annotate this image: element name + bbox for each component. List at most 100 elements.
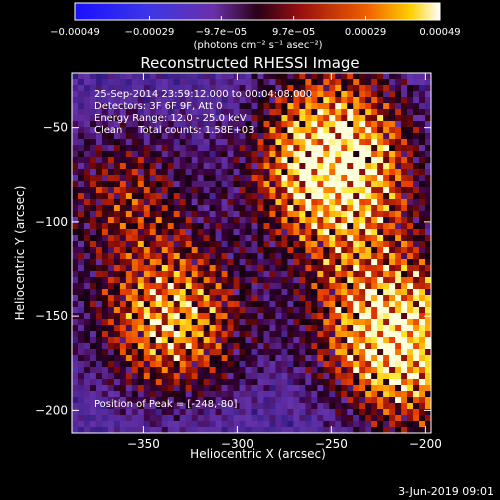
heatmap-cell [131, 403, 139, 410]
heatmap-cell [293, 373, 300, 380]
heatmap-cell [185, 301, 193, 308]
heatmap-cell [173, 235, 181, 242]
heatmap-cell [365, 127, 372, 134]
heatmap-cell [209, 343, 217, 350]
heatmap-cell [425, 223, 431, 230]
heatmap-cell [419, 355, 426, 362]
heatmap-cell [245, 313, 253, 320]
heatmap-cell [251, 343, 259, 350]
heatmap-cell [77, 229, 85, 236]
heatmap-cell [287, 73, 294, 80]
heatmap-cell [383, 133, 390, 140]
heatmap-cell [161, 73, 169, 80]
heatmap-cell [335, 397, 342, 404]
heatmap-cell [167, 319, 175, 326]
heatmap-cell [209, 139, 217, 146]
heatmap-cell [323, 337, 330, 344]
heatmap-cell [101, 175, 109, 182]
heatmap-cell [173, 241, 181, 248]
heatmap-cell [383, 409, 390, 416]
heatmap-cell [101, 139, 109, 146]
heatmap-cell [107, 73, 115, 80]
heatmap-cell [299, 235, 306, 242]
heatmap-cell [221, 301, 229, 308]
heatmap-cell [305, 409, 312, 416]
heatmap-cell [101, 181, 109, 188]
heatmap-cell [413, 211, 420, 218]
heatmap-cell [365, 373, 372, 380]
heatmap-cell [83, 145, 91, 152]
heatmap-cell [72, 235, 79, 242]
heatmap-cell [365, 187, 372, 194]
heatmap-cell [401, 283, 408, 290]
heatmap-cell [245, 295, 253, 302]
heatmap-cell [191, 307, 199, 314]
heatmap-cell [239, 427, 247, 433]
heatmap-cell [95, 295, 103, 302]
heatmap-cell [395, 199, 402, 206]
heatmap-cell [149, 121, 157, 128]
heatmap-cell [293, 301, 300, 308]
heatmap-cell [257, 229, 265, 236]
heatmap-cell [113, 73, 121, 80]
heatmap-cell [419, 241, 426, 248]
heatmap-cell [185, 271, 193, 278]
heatmap-cell [197, 337, 205, 344]
heatmap-cell [377, 151, 384, 158]
heatmap-cell [395, 133, 402, 140]
heatmap-cell [293, 139, 300, 146]
heatmap-cell [395, 97, 402, 104]
heatmap-cell [89, 229, 97, 236]
heatmap-cell [221, 367, 229, 374]
heatmap-cell [293, 241, 300, 248]
heatmap-cell [251, 199, 259, 206]
heatmap-cell [311, 319, 318, 326]
heatmap-cell [89, 169, 97, 176]
heatmap-cell [347, 97, 354, 104]
heatmap-cell [77, 187, 85, 194]
heatmap-cell [371, 151, 378, 158]
heatmap-cell [263, 241, 271, 248]
heatmap-cell [155, 253, 163, 260]
heatmap-cell [377, 391, 384, 398]
heatmap-cell [407, 415, 414, 422]
heatmap-cell [251, 205, 259, 212]
heatmap-cell [173, 79, 181, 86]
heatmap-cell [245, 145, 253, 152]
heatmap-cell [257, 79, 265, 86]
heatmap-cell [113, 97, 121, 104]
heatmap-cell [407, 259, 414, 266]
heatmap-cell [119, 157, 127, 164]
heatmap-cell [389, 181, 396, 188]
heatmap-cell [317, 415, 324, 422]
heatmap-cell [419, 223, 426, 230]
heatmap-cell [95, 277, 103, 284]
heatmap-cell [173, 289, 181, 296]
heatmap-cell [125, 133, 133, 140]
heatmap-cell [329, 427, 336, 433]
heatmap-cell [95, 151, 103, 158]
heatmap-cell [203, 127, 211, 134]
heatmap-cell [143, 379, 151, 386]
heatmap-cell [143, 223, 151, 230]
heatmap-cell [107, 79, 115, 86]
heatmap-cell [161, 403, 169, 410]
heatmap-cell [347, 391, 354, 398]
heatmap-cell [263, 193, 271, 200]
heatmap-cell [143, 277, 151, 284]
heatmap-cell [365, 181, 372, 188]
heatmap-cell [191, 415, 199, 422]
heatmap-cell [281, 367, 288, 374]
heatmap-cell [341, 385, 348, 392]
heatmap-cell [125, 211, 133, 218]
heatmap-cell [371, 247, 378, 254]
heatmap-cell [257, 331, 265, 338]
heatmap-cell [203, 289, 211, 296]
heatmap-cell [371, 295, 378, 302]
heatmap-cell [125, 427, 133, 433]
heatmap-cell [119, 391, 127, 398]
heatmap-cell [377, 313, 384, 320]
heatmap-cell [125, 391, 133, 398]
heatmap-cell [293, 427, 300, 433]
heatmap-cell [113, 427, 121, 433]
